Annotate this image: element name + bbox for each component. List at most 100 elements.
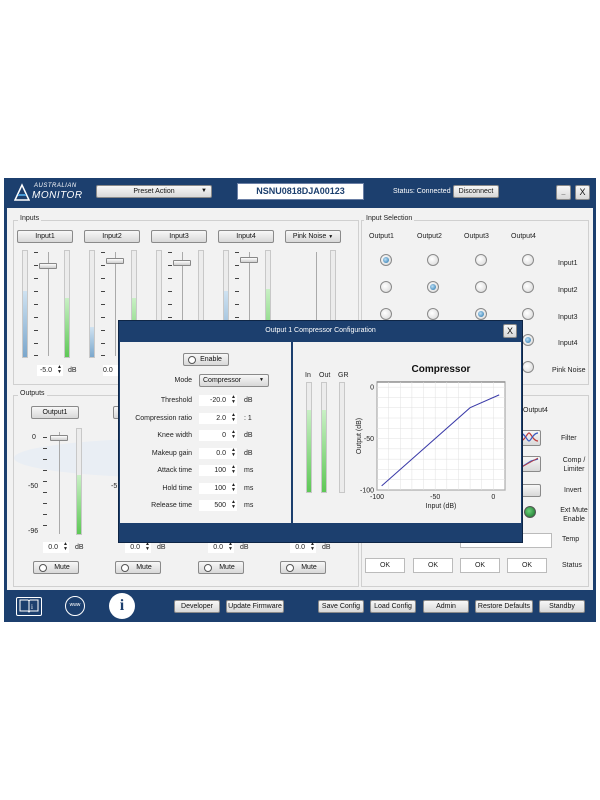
output1-scale-ticks xyxy=(43,431,47,535)
param-stepper[interactable]: -20.0 ▲ ▼ xyxy=(199,395,237,406)
output1-fader-handle[interactable] xyxy=(50,435,68,441)
route-radio-r4-c4[interactable] xyxy=(522,334,534,346)
ext-mute-indicator[interactable] xyxy=(524,506,536,518)
minimize-button[interactable]: _ xyxy=(556,185,571,200)
mute-indicator-icon xyxy=(204,564,212,572)
filter-button[interactable] xyxy=(517,430,541,446)
output3-gain-stepper[interactable]: 0.0 ▲ ▼ xyxy=(208,542,234,553)
output4-gain-stepper[interactable]: 0.0 ▲ ▼ xyxy=(290,542,316,553)
mute-indicator-icon xyxy=(286,564,294,572)
param-stepper[interactable]: 100 ▲ ▼ xyxy=(199,482,237,494)
logo-line2: MONITOR xyxy=(32,190,83,201)
output2-gain-stepper[interactable]: 0.0 ▲ ▼ xyxy=(125,542,151,553)
param-label: Hold time xyxy=(162,484,192,492)
info-label: i xyxy=(119,597,125,614)
route-radio-r2-c1[interactable] xyxy=(380,281,392,293)
route-radio-r3-c3[interactable] xyxy=(475,308,487,320)
param-label: Threshold xyxy=(160,397,192,404)
output1-mute-button[interactable]: Mute xyxy=(33,561,79,574)
param-value: 2.0 xyxy=(216,414,226,422)
input1-gain-value: -5.0 xyxy=(39,367,52,374)
info-icon[interactable]: i xyxy=(109,593,135,619)
input1-level-meter xyxy=(22,250,28,358)
output2-scale-50: -5 xyxy=(111,483,118,490)
route-radio-r1-c3[interactable] xyxy=(475,254,487,266)
output3-mute-button[interactable]: Mute xyxy=(198,561,244,574)
save-config-button[interactable]: Save Config xyxy=(318,600,364,613)
standby-button[interactable]: Standby xyxy=(539,600,585,613)
route-radio-r1-c1[interactable] xyxy=(380,254,392,266)
route-radio-r3-c2[interactable] xyxy=(427,308,439,320)
load-config-button[interactable]: Load Config xyxy=(370,600,416,613)
restore-defaults-button[interactable]: Restore Defaults xyxy=(475,600,533,613)
status-output2: OK xyxy=(413,558,453,573)
route-radio-r2-c4[interactable] xyxy=(522,281,534,293)
developer-button[interactable]: Developer xyxy=(174,600,220,613)
input1-gain-unit: dB xyxy=(68,367,77,374)
input2-button[interactable]: Input2 xyxy=(84,230,140,243)
param-label: Makeup gain xyxy=(151,449,192,457)
close-button[interactable]: X xyxy=(575,185,590,200)
input2-gain-stepper[interactable]: 0.0 xyxy=(103,365,119,376)
web-globe-icon[interactable]: www xyxy=(65,596,85,616)
input3-button[interactable]: Input3 xyxy=(151,230,207,243)
stepper-arrows-icon: ▲ ▼ xyxy=(57,364,62,375)
stepper-arrows-icon: ▲ ▼ xyxy=(231,429,236,440)
output1-button[interactable]: Output1 xyxy=(31,406,79,419)
param-value: 100 xyxy=(214,467,226,474)
pink-noise-fader-track xyxy=(316,252,317,356)
output1-scale-96: -96 xyxy=(28,528,39,535)
y-tick-label: -100 xyxy=(360,488,374,495)
input2-fader-handle[interactable] xyxy=(106,258,124,264)
col-output2: Output2 xyxy=(417,233,442,240)
disconnect-button[interactable]: Disconnect xyxy=(453,185,499,198)
route-radio-r5-c4[interactable] xyxy=(522,361,534,373)
output1-scale-50: -50 xyxy=(28,483,39,490)
pink-noise-dropdown[interactable]: Pink Noise ▼ xyxy=(285,230,341,243)
input1-button[interactable]: Input1 xyxy=(17,230,73,243)
input4-fader-handle[interactable] xyxy=(240,257,258,263)
input1-fader-handle[interactable] xyxy=(39,263,57,269)
output2-mute-button[interactable]: Mute xyxy=(115,561,161,574)
param-stepper[interactable]: 500 ▲ ▼ xyxy=(199,500,237,511)
param-unit: dB xyxy=(244,397,253,404)
preset-action-dropdown[interactable]: Preset Action ▼ xyxy=(96,185,212,198)
dialog-close-button[interactable]: X xyxy=(503,324,517,338)
col-output1: Output1 xyxy=(369,233,394,240)
route-radio-r1-c4[interactable] xyxy=(522,254,534,266)
admin-button[interactable]: Admin xyxy=(423,600,469,613)
y-tick-label: -50 xyxy=(364,436,374,443)
route-radio-r3-c4[interactable] xyxy=(522,308,534,320)
route-radio-r3-c1[interactable] xyxy=(380,308,392,320)
output2-gain-value: 0.0 xyxy=(130,544,140,551)
manual-book-icon[interactable]: i xyxy=(16,597,42,616)
australian-monitor-logo: AUSTRALIAN MONITOR xyxy=(14,181,86,203)
param-stepper[interactable]: 0 ▲ ▼ xyxy=(199,430,237,441)
output3-gain-unit: dB xyxy=(240,544,249,551)
route-radio-r1-c2[interactable] xyxy=(427,254,439,266)
route-radio-r2-c2[interactable] xyxy=(427,281,439,293)
param-stepper[interactable]: 100 ▲ ▼ xyxy=(199,465,237,476)
filter-label: Filter xyxy=(561,435,577,442)
stepper-arrows-icon: ▲ ▼ xyxy=(231,411,236,423)
output4-mute-button[interactable]: Mute xyxy=(280,561,326,574)
input1-gain-stepper[interactable]: -5.0 ▲ ▼ xyxy=(37,365,63,376)
meter-in xyxy=(306,382,312,493)
update-firmware-button[interactable]: Update Firmware xyxy=(226,600,284,613)
param-unit: ms xyxy=(244,467,254,474)
x-tick-label: 0 xyxy=(491,494,495,501)
param-stepper[interactable]: 2.0 ▲ ▼ xyxy=(199,411,237,424)
stepper-arrows-icon: ▲ ▼ xyxy=(228,541,233,552)
col-output4: Output4 xyxy=(511,233,536,240)
input3-fader-handle[interactable] xyxy=(173,260,191,266)
mute-label: Mute xyxy=(301,564,317,571)
enable-button[interactable]: Enable xyxy=(183,353,229,366)
input4-button[interactable]: Input4 xyxy=(218,230,274,243)
output1-gain-stepper[interactable]: 0.0 ▲ ▼ xyxy=(43,542,69,553)
route-radio-r2-c3[interactable] xyxy=(475,281,487,293)
input2-fader-track xyxy=(115,252,116,356)
y-tick-label: 0 xyxy=(370,385,374,392)
mode-select[interactable]: Compressor ▼ xyxy=(199,374,269,387)
compressor-curve xyxy=(381,394,500,487)
param-stepper[interactable]: 0.0 ▲ ▼ xyxy=(199,447,237,459)
